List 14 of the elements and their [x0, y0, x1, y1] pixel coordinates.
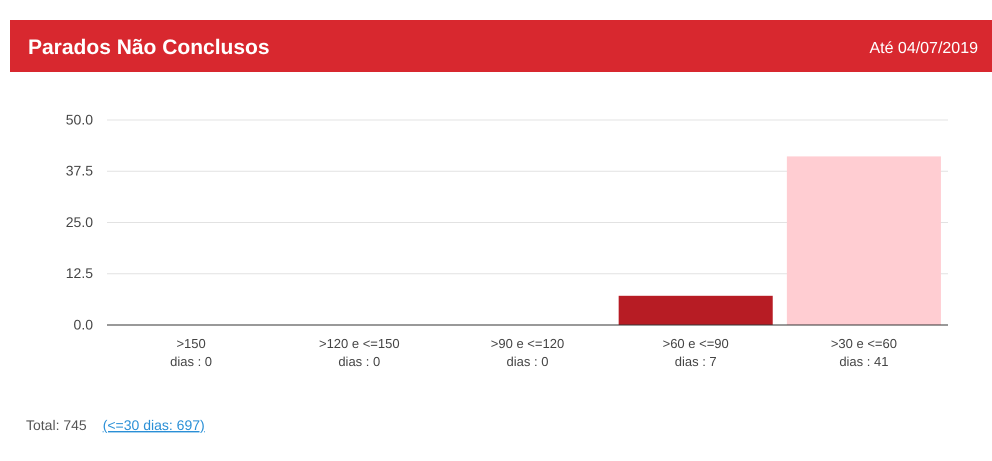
y-tick-label: 50.0	[66, 111, 94, 128]
text: Total: 745	[26, 417, 87, 433]
x-tick-label: >60 e <=90 dias : 7	[662, 336, 729, 369]
text: (<=30 dias: 697)	[102, 417, 205, 433]
x-tick-label: >30 e <=60 dias : 41	[830, 336, 897, 369]
x-tick-label: >120 e <=150 dias : 0	[318, 336, 400, 369]
y-tick-label: 12.5	[66, 265, 94, 282]
chart-title: Parados Não Conclusos	[28, 36, 270, 59]
chart-subtitle: Até 04/07/2019	[869, 40, 978, 57]
y-tick-label: 25.0	[66, 214, 94, 230]
x-tick-label: >90 e <=120 dias : 0	[490, 336, 564, 369]
y-tick-label: 0.0	[74, 316, 94, 332]
x-tick-label: >150 dias : 0	[170, 336, 212, 369]
y-tick-label: 37.5	[66, 162, 94, 179]
